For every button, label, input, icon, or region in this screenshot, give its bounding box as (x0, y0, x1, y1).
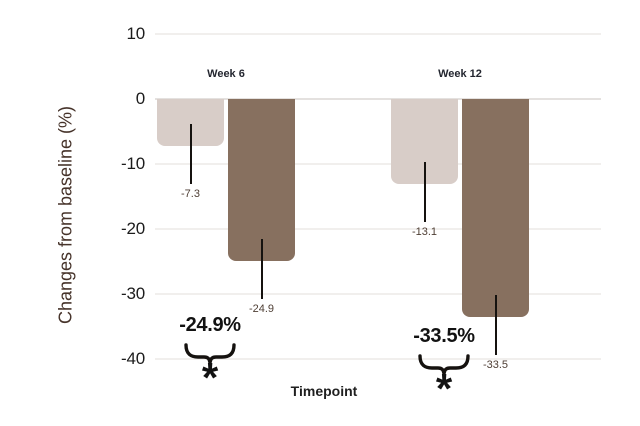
y-tick-label: -20 (121, 219, 145, 238)
y-tick-label: -10 (121, 154, 145, 173)
difference-label: -24.9% (179, 314, 241, 336)
value-connector-line (260, 238, 263, 299)
underbrace-icon (183, 343, 237, 365)
y-tick-label: -30 (121, 284, 145, 303)
gridline (155, 358, 601, 360)
bar-value-label: -33.5 (482, 358, 509, 371)
significance-asterisk: * (435, 365, 453, 413)
gridline (155, 228, 601, 230)
underbrace-icon (417, 354, 471, 376)
bar-dark-bar-series-2 (462, 99, 529, 317)
gridline (155, 293, 601, 295)
y-tick-label: 10 (126, 24, 145, 43)
value-connector-line (423, 162, 426, 223)
gridline (155, 33, 601, 35)
value-connector-line (494, 294, 497, 355)
group-label: Week 12 (438, 68, 482, 80)
bar-value-label: -7.3 (181, 188, 200, 201)
gridline (155, 163, 601, 165)
value-connector-line (189, 124, 192, 185)
y-axis-title: Changes from baseline (%) (55, 105, 76, 325)
bar-value-label: -13.1 (411, 226, 438, 239)
bar-dark-bar-series-1 (228, 99, 295, 261)
bar-value-label: -24.9 (248, 302, 275, 315)
significance-asterisk: * (201, 354, 219, 402)
y-tick-label: -40 (121, 349, 145, 368)
x-axis-title: Timepoint (290, 383, 358, 399)
difference-label: -33.5% (413, 325, 475, 347)
y-tick-label: 0 (135, 89, 145, 108)
gridline (155, 98, 601, 100)
group-label: Week 6 (207, 68, 245, 80)
